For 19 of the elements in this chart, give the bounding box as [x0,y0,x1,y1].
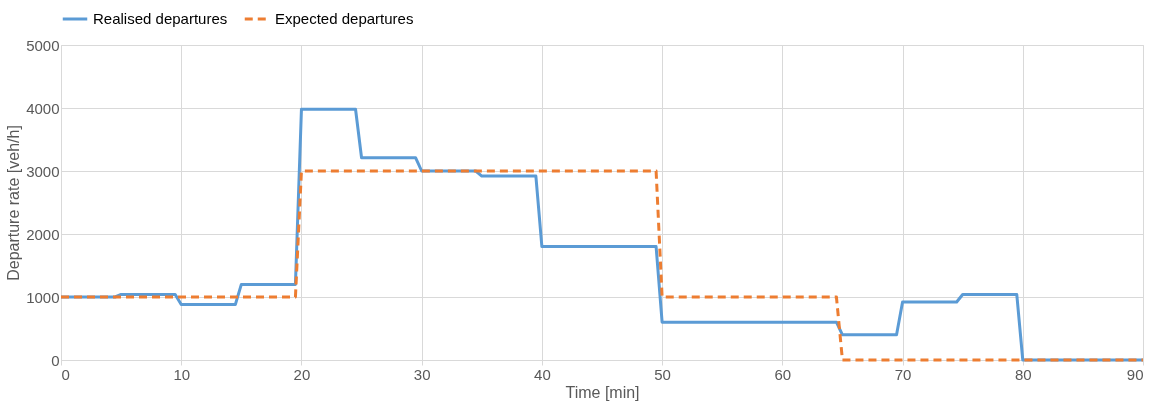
y-tick-label: 0 [51,351,60,369]
y-tick-label: 1000 [26,288,60,306]
x-tick-label: 60 [774,365,792,383]
legend-label: Expected departures [275,10,414,27]
x-tick-label: 70 [894,365,912,383]
y-axis-title: Departure rate [veh/h] [5,125,23,281]
legend-label: Realised departures [93,10,228,27]
x-tick-label: 20 [293,365,311,383]
x-tick-label: 40 [534,365,551,383]
x-tick-label: 80 [1014,365,1032,383]
y-tick-label: 4000 [26,99,60,117]
y-tick-label: 2000 [26,225,60,243]
y-tick-label: 5000 [26,36,60,54]
x-tick-label: 90 [1126,365,1144,383]
y-tick-label: 3000 [26,162,60,180]
x-tick-label: 10 [173,365,191,383]
x-axis-title: Time [min] [565,383,640,401]
x-tick-label: 30 [413,365,431,383]
x-tick-label: 50 [654,365,671,383]
